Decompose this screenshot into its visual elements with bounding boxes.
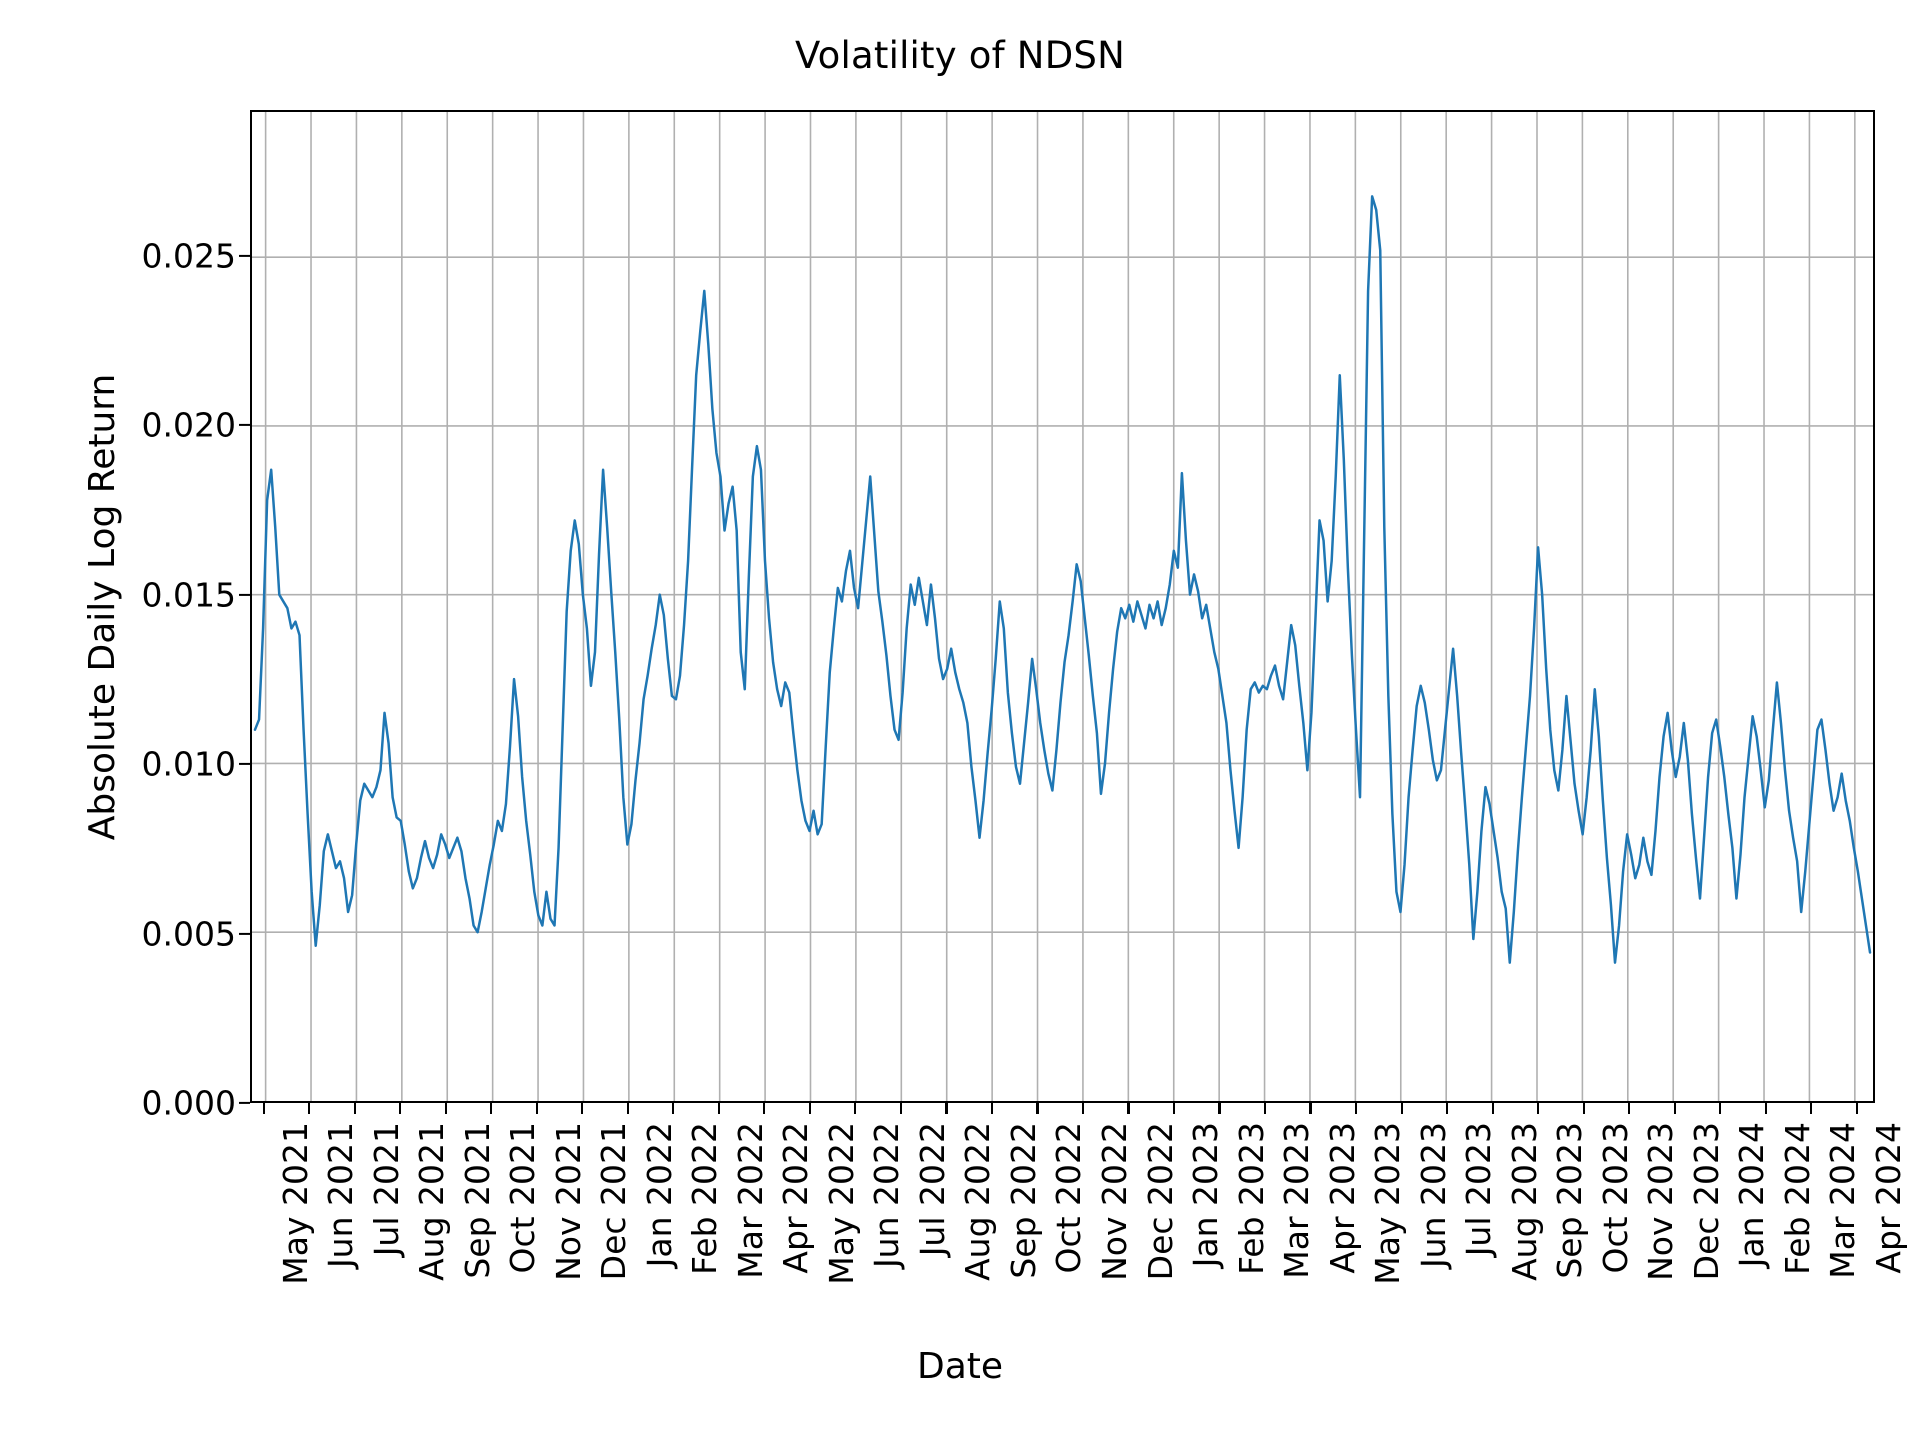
- x-tick-mark: [399, 1103, 402, 1114]
- x-tick-mark: [945, 1103, 948, 1114]
- gridlines: [252, 112, 1873, 1101]
- y-tick-label: 0.015: [141, 575, 236, 615]
- x-tick-mark: [1036, 1103, 1039, 1114]
- x-tick-mark: [1764, 1103, 1767, 1114]
- x-tick-label: Sep 2021: [457, 1122, 497, 1279]
- x-tick-label: May 2022: [821, 1122, 861, 1285]
- x-tick-mark: [1673, 1103, 1676, 1114]
- y-tick-label: 0.005: [141, 914, 236, 954]
- y-tick-mark: [239, 932, 250, 935]
- x-tick-mark: [763, 1103, 766, 1114]
- y-tick-label: 0.010: [141, 744, 236, 784]
- x-tick-label: Mar 2022: [730, 1122, 770, 1279]
- x-tick-mark: [1218, 1103, 1221, 1114]
- x-tick-mark: [1446, 1103, 1449, 1114]
- x-tick-label: Jun 2022: [867, 1122, 907, 1269]
- x-tick-label: Feb 2022: [685, 1122, 725, 1275]
- x-tick-mark: [535, 1103, 538, 1114]
- x-tick-label: Apr 2022: [776, 1122, 816, 1274]
- x-tick-mark: [1810, 1103, 1813, 1114]
- x-tick-mark: [672, 1103, 675, 1114]
- x-tick-mark: [490, 1103, 493, 1114]
- y-tick-mark: [239, 593, 250, 596]
- x-tick-label: Jan 2023: [1186, 1122, 1226, 1268]
- x-tick-mark: [899, 1103, 902, 1114]
- x-tick-label: Nov 2023: [1641, 1122, 1681, 1281]
- x-tick-mark: [808, 1103, 811, 1114]
- x-tick-mark: [1354, 1103, 1358, 1114]
- x-tick-label: Feb 2024: [1777, 1122, 1817, 1275]
- x-tick-mark: [1263, 1103, 1267, 1114]
- x-tick-label: Aug 2023: [1504, 1122, 1544, 1281]
- x-tick-label: Apr 2024: [1868, 1122, 1908, 1274]
- x-tick-mark: [1309, 1103, 1312, 1114]
- y-axis-label: Absolute Daily Log Return: [82, 373, 123, 841]
- x-tick-label: Jan 2024: [1732, 1122, 1772, 1268]
- x-tick-label: Sep 2022: [1003, 1122, 1043, 1279]
- x-tick-mark: [1172, 1103, 1176, 1114]
- plot-area: [250, 110, 1875, 1103]
- x-tick-mark: [626, 1103, 629, 1114]
- x-tick-label: Jun 2023: [1413, 1122, 1453, 1269]
- x-tick-mark: [581, 1103, 584, 1114]
- y-tick-mark: [239, 254, 250, 257]
- y-tick-mark: [239, 424, 250, 427]
- x-tick-mark: [1582, 1103, 1585, 1114]
- x-tick-label: Jul 2023: [1459, 1122, 1499, 1257]
- x-tick-label: Mar 2024: [1823, 1122, 1863, 1279]
- x-tick-mark: [990, 1103, 994, 1114]
- x-tick-label: Feb 2023: [1231, 1122, 1271, 1275]
- x-tick-label: Oct 2022: [1049, 1122, 1089, 1274]
- x-tick-mark: [1127, 1103, 1130, 1114]
- x-tick-mark: [854, 1103, 857, 1114]
- y-tick-mark: [239, 762, 250, 766]
- x-tick-label: Jun 2021: [321, 1122, 361, 1269]
- x-tick-label: Nov 2021: [548, 1122, 588, 1281]
- x-tick-label: Jul 2021: [366, 1122, 406, 1257]
- x-tick-mark: [262, 1103, 265, 1114]
- x-tick-mark: [308, 1103, 311, 1114]
- x-tick-label: Dec 2021: [594, 1122, 634, 1281]
- y-tick-label: 0.025: [141, 236, 236, 276]
- x-tick-label: Jul 2022: [912, 1122, 952, 1257]
- x-tick-label: Mar 2023: [1277, 1122, 1317, 1279]
- x-tick-mark: [717, 1103, 720, 1114]
- x-tick-label: Aug 2022: [958, 1122, 998, 1281]
- x-axis-label: Date: [916, 1346, 1004, 1387]
- x-tick-label: Oct 2023: [1595, 1122, 1635, 1274]
- x-tick-label: Apr 2023: [1322, 1122, 1362, 1274]
- x-tick-label: Dec 2022: [1140, 1122, 1180, 1281]
- x-tick-mark: [1081, 1103, 1085, 1114]
- x-tick-label: May 2021: [275, 1122, 315, 1285]
- x-tick-mark: [1537, 1103, 1540, 1114]
- chart-title: Volatility of NDSN: [795, 34, 1125, 77]
- x-tick-mark: [1855, 1103, 1858, 1114]
- x-tick-mark: [1628, 1103, 1631, 1114]
- x-tick-label: Nov 2022: [1094, 1122, 1134, 1281]
- x-tick-label: Jan 2022: [639, 1122, 679, 1268]
- x-tick-label: Oct 2021: [503, 1122, 543, 1274]
- x-tick-mark: [353, 1103, 356, 1114]
- y-tick-label: 0.020: [141, 405, 236, 445]
- x-tick-label: Aug 2021: [412, 1122, 452, 1281]
- x-tick-label: Sep 2023: [1550, 1122, 1590, 1279]
- x-tick-mark: [444, 1103, 447, 1114]
- y-tick-label: 0.000: [141, 1083, 236, 1123]
- x-tick-mark: [1400, 1103, 1403, 1114]
- x-tick-mark: [1491, 1103, 1494, 1114]
- x-tick-label: May 2023: [1368, 1122, 1408, 1285]
- y-tick-mark: [239, 1101, 250, 1105]
- x-tick-mark: [1719, 1103, 1722, 1114]
- volatility-line-series: [253, 195, 1872, 964]
- x-tick-label: Dec 2023: [1686, 1122, 1726, 1281]
